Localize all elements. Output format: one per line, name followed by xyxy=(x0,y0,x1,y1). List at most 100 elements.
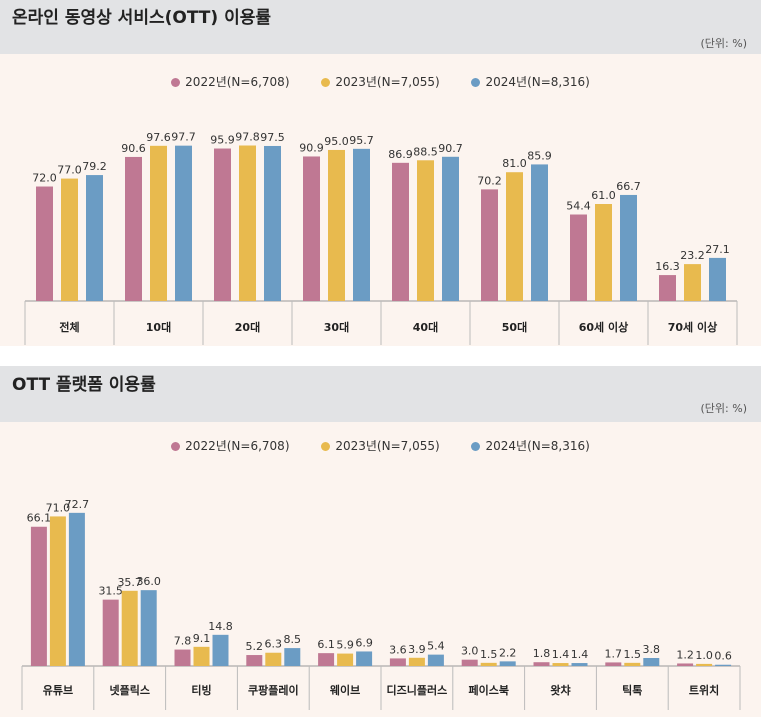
chart2-title: OTT 플랫폼 이용률 xyxy=(0,366,761,422)
bar-40대-2024 xyxy=(442,156,459,301)
bar-왓챠-2022 xyxy=(533,662,550,666)
bar-쿠팡플레이-2024 xyxy=(284,648,301,666)
bar-티빙-2024 xyxy=(212,634,229,666)
bar-페이스북-2022 xyxy=(461,659,478,666)
data-label: 1.8 xyxy=(533,647,551,660)
data-label: 9.1 xyxy=(193,632,211,645)
bar-70세 이상-2022 xyxy=(659,275,676,301)
bar-60세 이상-2023 xyxy=(595,204,612,301)
bar-웨이브-2024 xyxy=(356,651,373,666)
data-label: 6.1 xyxy=(317,638,335,651)
bar-쿠팡플레이-2023 xyxy=(265,652,282,666)
chart2-legend: 2022년(N=6,708) 2023년(N=7,055) 2024년(N=8,… xyxy=(0,437,761,454)
data-label: 71.0 xyxy=(46,501,71,514)
category-label: 유튜브 xyxy=(43,684,73,697)
data-label: 5.9 xyxy=(336,639,354,652)
chart1-plot: 72.077.0 79.2 전체 90.697.6 97.7 10대 95.9 97.8 97.… xyxy=(24,130,738,345)
data-label: 1.7 xyxy=(605,647,623,660)
category-label: 트위치 xyxy=(689,683,719,697)
bar-유튜브-2022 xyxy=(30,526,47,666)
legend-swatch-2022 xyxy=(171,442,181,451)
bar-넷플릭스-2022 xyxy=(102,599,119,666)
data-label: 2.2 xyxy=(499,646,517,659)
data-label: 90.9 xyxy=(299,141,324,154)
data-label: 3.6 xyxy=(389,643,407,656)
legend-item-2023: 2023년(N=7,055) xyxy=(321,73,440,90)
legend-swatch-2024 xyxy=(471,442,481,451)
legend-swatch-2023 xyxy=(321,442,331,451)
bar-페이스북-2024 xyxy=(499,661,516,666)
category-label: 10대 xyxy=(146,320,171,334)
bar-왓챠-2024 xyxy=(571,663,588,666)
bar-전체-2022 xyxy=(36,186,53,301)
legend-label-2023: 2023년(N=7,055) xyxy=(335,439,440,453)
data-label: 27.1 xyxy=(705,243,730,256)
bar-페이스북-2023 xyxy=(480,662,497,666)
data-label: 6.9 xyxy=(355,636,373,649)
data-label: 31.5 xyxy=(98,585,123,598)
data-label: 5.2 xyxy=(246,640,264,653)
category-label: 쿠팡플레이 xyxy=(248,683,299,697)
data-label: 77.0 xyxy=(57,164,82,177)
data-label: 1.4 xyxy=(571,648,589,661)
bar-30대-2024 xyxy=(353,148,370,301)
data-label: 7.8 xyxy=(174,635,192,648)
data-label: 88.5 xyxy=(413,145,438,158)
bar-전체-2024 xyxy=(86,175,103,301)
legend-item-2022: 2022년(N=6,708) xyxy=(171,73,290,90)
data-label: 90.6 xyxy=(121,142,146,155)
data-label: 70.2 xyxy=(477,174,502,187)
legend-swatch-2023 xyxy=(321,78,331,87)
bar-티빙-2023 xyxy=(193,646,210,666)
bar-티빙-2022 xyxy=(174,649,191,666)
legend-swatch-2024 xyxy=(471,78,481,87)
bar-유튜브-2024 xyxy=(68,512,85,666)
bar-20대-2022 xyxy=(214,148,231,301)
legend-item-2023: 2023년(N=7,055) xyxy=(321,437,440,454)
data-label: 1.5 xyxy=(480,648,498,661)
data-label: 36.0 xyxy=(136,575,161,588)
data-label: 0.6 xyxy=(714,650,732,663)
bar-30대-2022 xyxy=(303,156,320,301)
legend-item-2024: 2024년(N=8,316) xyxy=(471,437,590,454)
data-label: 1.0 xyxy=(695,649,713,662)
bar-유튜브-2023 xyxy=(49,516,66,666)
bar-전체-2023 xyxy=(61,178,78,301)
bar-쿠팡플레이-2022 xyxy=(246,655,263,666)
data-label: 95.7 xyxy=(349,134,374,147)
data-label: 5.4 xyxy=(427,640,445,653)
chart2-unit: (단위: %) xyxy=(700,402,747,415)
data-label: 3.9 xyxy=(408,643,426,656)
data-label: 86.9 xyxy=(388,148,413,161)
data-label: 1.5 xyxy=(624,648,642,661)
category-label: 20대 xyxy=(235,320,260,334)
bar-50대-2024 xyxy=(531,164,548,301)
bar-틱톡-2023 xyxy=(624,662,641,666)
bar-70세 이상-2024 xyxy=(709,257,726,301)
bar-10대-2024 xyxy=(175,145,192,301)
data-label: 97.7 xyxy=(171,131,196,144)
category-label: 50대 xyxy=(502,320,527,334)
legend-label-2024: 2024년(N=8,316) xyxy=(485,439,590,453)
data-label: 8.5 xyxy=(284,633,302,646)
bar-웨이브-2022 xyxy=(318,653,335,666)
category-label: 60세 이상 xyxy=(579,320,629,334)
bar-왓챠-2023 xyxy=(552,663,569,666)
data-label: 95.9 xyxy=(210,134,235,147)
data-label: 1.2 xyxy=(676,648,694,661)
legend-label-2024: 2024년(N=8,316) xyxy=(485,75,590,89)
bar-60세 이상-2022 xyxy=(570,214,587,301)
data-label: 72.0 xyxy=(32,172,57,185)
data-label: 23.2 xyxy=(680,249,705,262)
bar-40대-2023 xyxy=(417,160,434,301)
bar-디즈니플러스-2023 xyxy=(408,657,425,666)
data-label: 81.0 xyxy=(502,157,527,170)
data-label: 1.4 xyxy=(552,648,570,661)
data-label: 14.8 xyxy=(208,620,233,633)
bar-20대-2023 xyxy=(239,145,256,301)
data-label: 66.7 xyxy=(616,180,641,193)
bar-40대-2022 xyxy=(392,162,409,301)
data-label: 61.0 xyxy=(591,189,616,202)
bar-50대-2022 xyxy=(481,189,498,301)
chart1-unit: (단위: %) xyxy=(700,37,747,50)
